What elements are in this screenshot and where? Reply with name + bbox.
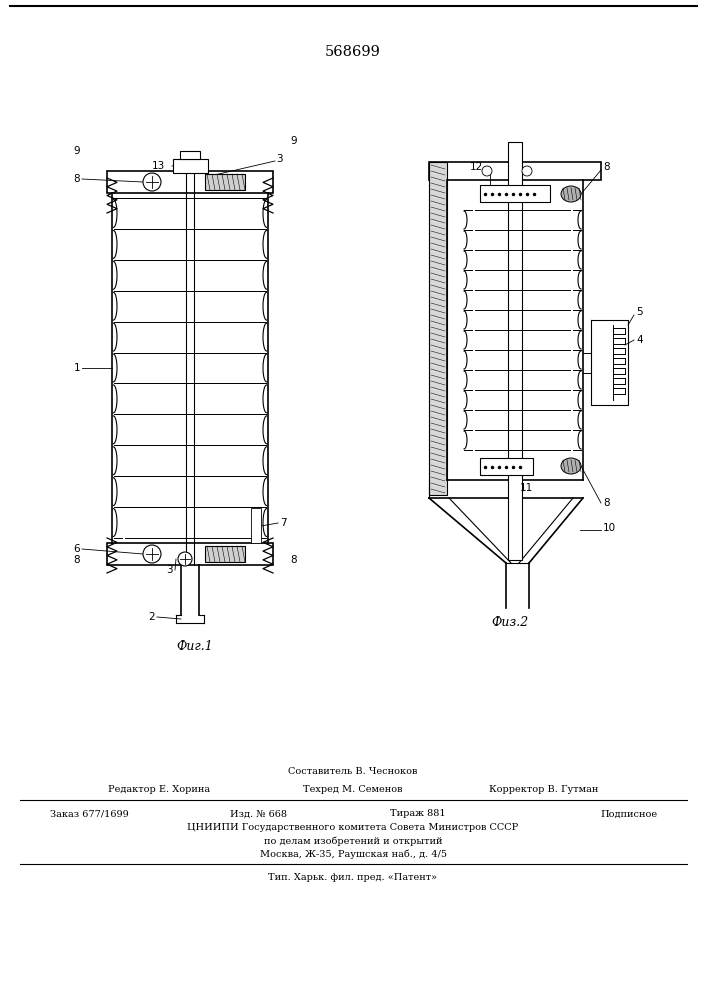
Text: 8: 8 [603,162,609,172]
Text: Москва, Ж-35, Раушская наб., д. 4/5: Москва, Ж-35, Раушская наб., д. 4/5 [259,849,447,859]
Bar [107,171,273,193]
Text: 3: 3 [166,565,173,575]
Text: 13: 13 [152,161,165,171]
Text: Фиг.1: Фиг.1 [177,641,214,654]
Bar [508,142,522,560]
Text: Техред М. Семенов: Техред М. Семенов [303,786,403,794]
Text: 9: 9 [290,136,297,146]
Bar [429,162,601,180]
Text: Редактор Е. Хорина: Редактор Е. Хорина [108,786,210,794]
Circle shape [522,166,532,176]
Bar [251,508,261,543]
Text: 10: 10 [603,523,616,533]
Text: 1: 1 [74,363,80,373]
Text: 12: 12 [470,162,484,172]
Text: 6: 6 [74,544,80,554]
Circle shape [143,545,161,563]
Circle shape [482,166,492,176]
Circle shape [143,173,161,191]
Text: 2: 2 [148,612,155,622]
Bar [480,458,533,475]
Circle shape [178,552,192,566]
Text: Тираж 881: Тираж 881 [390,810,445,818]
Text: Изд. № 668: Изд. № 668 [230,810,287,818]
Text: 4: 4 [636,335,643,345]
Text: по делам изобретений и открытий: по делам изобретений и открытий [264,836,443,846]
Text: 7: 7 [280,518,286,528]
Text: 8: 8 [290,555,297,565]
Bar [429,162,447,495]
Text: 568699: 568699 [325,45,381,59]
Bar [107,543,273,565]
Bar [480,185,550,202]
Bar [205,546,245,562]
Text: 3: 3 [276,154,283,164]
Bar [173,159,207,173]
Text: ЦНИИПИ Государственного комитета Совета Министров СССР: ЦНИИПИ Государственного комитета Совета … [187,824,519,832]
Bar [205,174,245,190]
Text: Корректор В. Гутман: Корректор В. Гутман [489,786,598,794]
Ellipse shape [561,186,581,202]
Text: Подписное: Подписное [600,810,657,818]
Text: 9: 9 [74,146,80,156]
Text: Тип. Харьк. фил. пред. «Патент»: Тип. Харьк. фил. пред. «Патент» [269,874,438,882]
Bar [180,151,200,159]
Text: Составитель В. Чесноков: Составитель В. Чесноков [288,768,418,776]
Text: 11: 11 [520,483,533,493]
Text: 8: 8 [74,555,80,565]
Text: Физ.2: Физ.2 [491,616,529,630]
Text: 8: 8 [74,174,80,184]
Ellipse shape [561,458,581,474]
Text: 8: 8 [603,498,609,508]
Text: 5: 5 [636,307,643,317]
Text: Заказ 677/1699: Заказ 677/1699 [50,810,129,818]
